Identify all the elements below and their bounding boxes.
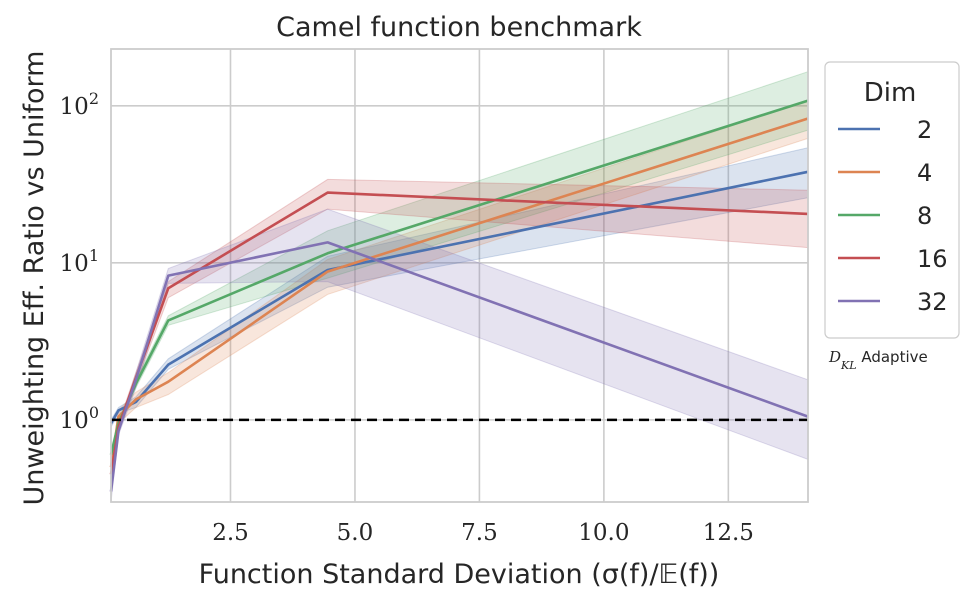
legend-label-2: 2 bbox=[917, 116, 932, 144]
line-dim-32 bbox=[109, 241, 809, 492]
y-tick-base-1: 10 bbox=[60, 251, 89, 277]
x-tick-label-1: 5.0 bbox=[337, 520, 374, 546]
y-tick-exponent-0: 0 bbox=[89, 403, 99, 422]
y-tick-exponent-2: 2 bbox=[89, 89, 99, 108]
x-tick-label-3: 10.0 bbox=[578, 520, 629, 546]
legend-label-4: 4 bbox=[917, 159, 932, 187]
legend: Dim 2 4 8 16 32 bbox=[824, 61, 960, 339]
y-tick-label-1: 101 bbox=[60, 246, 99, 277]
y-axis-label: Unweighting Eff. Ratio vs Uniform bbox=[19, 51, 50, 506]
chart-title: Camel function benchmark bbox=[276, 12, 642, 43]
y-tick-label-2: 102 bbox=[60, 89, 99, 120]
x-tick-label-0: 2.5 bbox=[212, 520, 249, 546]
line-dim-2 bbox=[109, 170, 809, 425]
annotation-math: D bbox=[828, 348, 841, 366]
y-tick-base-2: 10 bbox=[60, 94, 89, 120]
series-lines bbox=[109, 99, 809, 492]
legend-label-8: 8 bbox=[917, 202, 932, 230]
annotation-text: Adaptive bbox=[857, 348, 928, 366]
legend-label-16: 16 bbox=[917, 245, 948, 273]
plot-frame bbox=[110, 48, 809, 503]
x-tick-label-4: 12.5 bbox=[703, 520, 754, 546]
annotation-dkl-adaptive: DKL Adaptive bbox=[828, 348, 928, 372]
x-axis-label: Function Standard Deviation (σ(f)/𝔼(f)) bbox=[199, 559, 720, 590]
legend-title: Dim bbox=[864, 78, 917, 108]
y-tick-base-0: 10 bbox=[60, 408, 89, 434]
legend-box bbox=[824, 61, 960, 339]
x-tick-label-2: 7.5 bbox=[461, 520, 498, 546]
legend-label-32: 32 bbox=[917, 288, 948, 316]
plot-border bbox=[110, 48, 809, 503]
annotation-subscript: KL bbox=[840, 359, 857, 372]
y-tick-label-0: 100 bbox=[60, 403, 99, 434]
y-tick-exponent-1: 1 bbox=[89, 246, 99, 265]
